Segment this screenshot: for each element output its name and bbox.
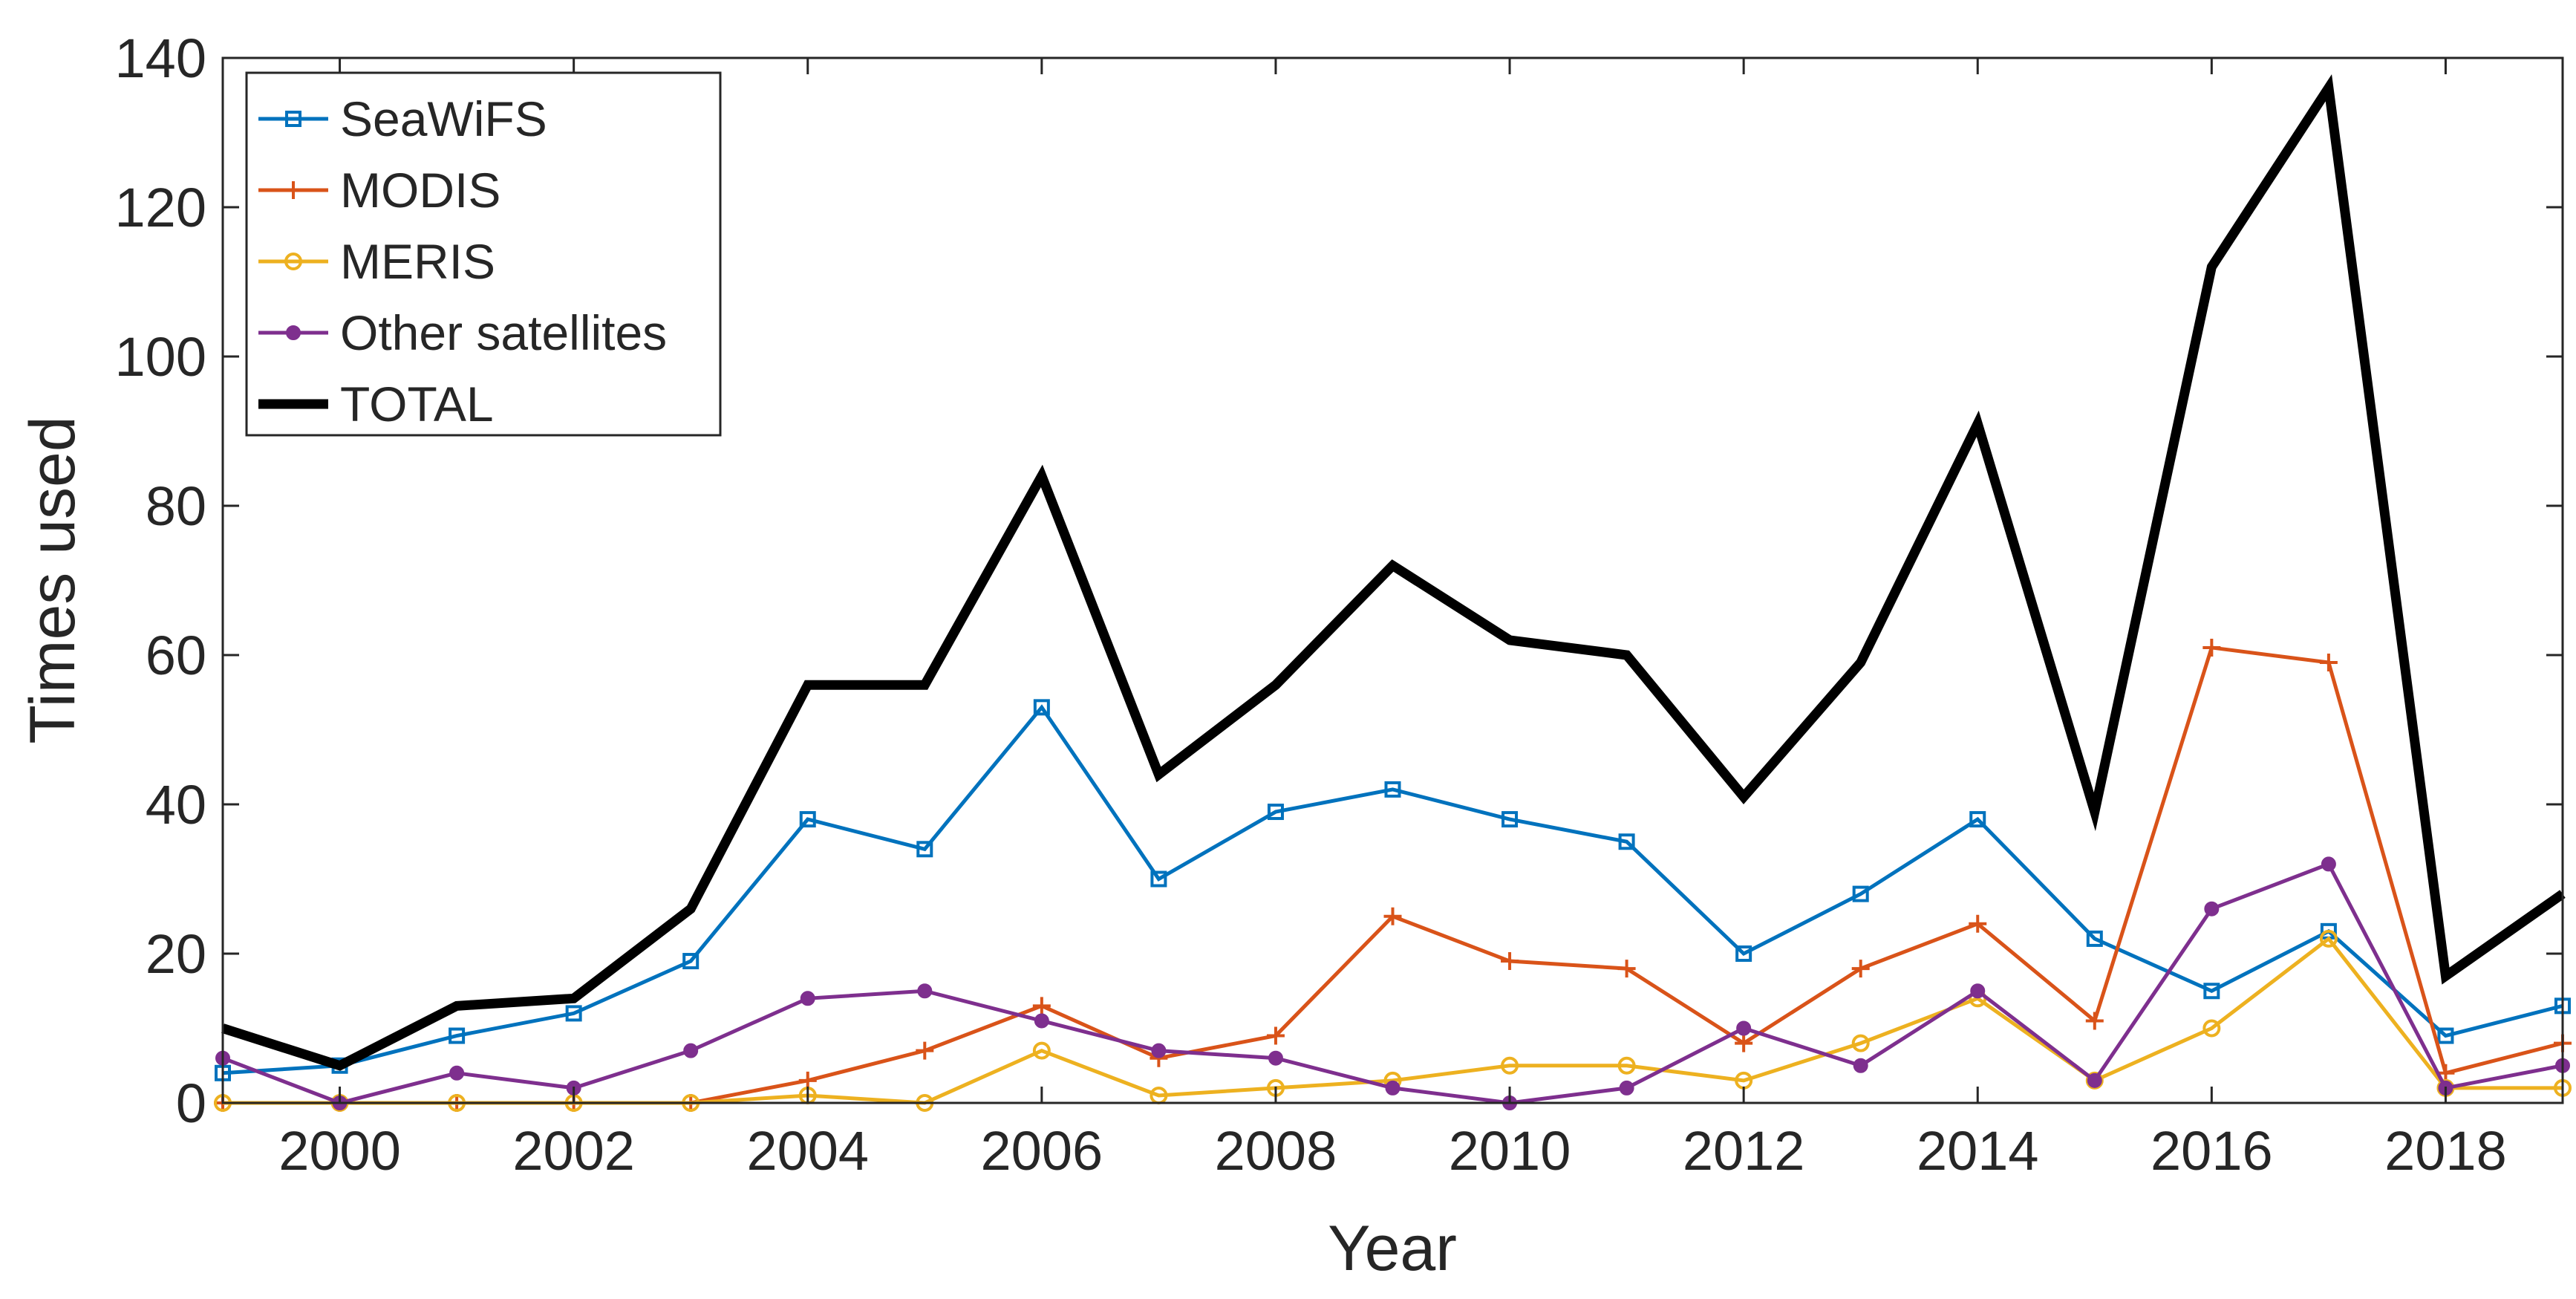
data-point-seawifs: [2203, 983, 2220, 1000]
data-point-modis: [1266, 1026, 1285, 1045]
data-point-other-satellites: [1619, 1080, 1634, 1095]
data-point-other-satellites: [2087, 1072, 2102, 1088]
legend: SeaWiFS MODIS MERIS Other satellites TOTAL: [245, 71, 722, 437]
data-point-other-satellites: [2204, 901, 2220, 917]
y-tick-label: 140: [115, 27, 206, 89]
series-total: [221, 74, 2566, 1071]
legend-item-seawifs: SeaWiFS: [258, 91, 547, 146]
y-tick-label: 40: [146, 774, 206, 836]
y-tick-label: 0: [176, 1072, 206, 1134]
data-point-seawifs: [449, 1027, 466, 1044]
series-other-satellites: [215, 856, 2570, 1110]
x-tick-label: 2002: [512, 1120, 635, 1182]
legend-item-meris: MERIS: [258, 234, 495, 289]
data-point-other-satellites: [1853, 1058, 1868, 1073]
legend-label: Other satellites: [340, 305, 667, 360]
data-point-modis: [1969, 914, 1987, 933]
data-point-other-satellites: [1151, 1043, 1167, 1058]
y-tick-label: 120: [115, 177, 206, 238]
data-point-meris: [2319, 929, 2338, 948]
series-line-total: [221, 74, 2566, 1071]
data-point-other-satellites: [2321, 856, 2336, 872]
x-tick-label: 2014: [1917, 1120, 2039, 1182]
data-point-other-satellites: [1385, 1080, 1401, 1095]
data-point-modis: [1501, 952, 1519, 971]
x-tick-label: 2006: [981, 1120, 1103, 1182]
x-tick-label: 2018: [2384, 1120, 2507, 1182]
legend-swatch-marker: [284, 253, 302, 270]
legend-item-other-satellites: Other satellites: [258, 305, 667, 360]
data-point-seawifs: [565, 1005, 582, 1022]
axes-layer: 2000 2002 2004 2006 2008 2010 2012 2014 2016 2018…: [115, 27, 2563, 1182]
data-point-meris: [1851, 1034, 1870, 1052]
data-point-modis: [1851, 960, 1870, 978]
data-point-seawifs: [916, 841, 933, 858]
y-tick-label: 100: [115, 326, 206, 388]
data-point-other-satellites: [449, 1065, 465, 1081]
data-point-seawifs: [1384, 781, 1401, 798]
data-point-modis: [798, 1071, 817, 1090]
x-tick-label: 2010: [1449, 1120, 1571, 1182]
data-point-seawifs: [1033, 699, 1050, 716]
data-point-other-satellites: [1736, 1020, 1752, 1036]
data-point-modis: [916, 1041, 934, 1060]
x-axis-title: Year: [1328, 1213, 1457, 1284]
data-point-seawifs: [799, 811, 816, 828]
data-point-modis: [1735, 1034, 1753, 1052]
data-point-seawifs: [1267, 804, 1284, 821]
x-tick-label: 2012: [1683, 1120, 1805, 1182]
legend-label: MERIS: [340, 234, 495, 289]
legend-swatch-marker: [284, 181, 302, 199]
data-point-seawifs: [1969, 811, 1986, 828]
legend-item-total: TOTAL: [258, 377, 494, 432]
data-point-other-satellites: [917, 983, 933, 999]
data-point-other-satellites: [683, 1043, 699, 1058]
data-point-seawifs: [1150, 870, 1167, 888]
legend-label: SeaWiFS: [340, 91, 547, 146]
legend-label: TOTAL: [340, 377, 494, 432]
x-tick-label: 2004: [746, 1120, 869, 1182]
data-point-seawifs: [2086, 930, 2103, 947]
x-tick-label: 2016: [2151, 1120, 2273, 1182]
legend-item-modis: MODIS: [258, 163, 500, 218]
y-tick-label: 20: [146, 923, 206, 985]
y-tick-label: 80: [146, 475, 206, 537]
data-point-modis: [2319, 654, 2338, 672]
data-point-seawifs: [682, 953, 700, 970]
data-point-modis: [1032, 997, 1051, 1015]
plot-area-border: [221, 56, 2564, 1104]
data-point-meris: [1617, 1056, 1636, 1075]
data-point-seawifs: [1501, 811, 1519, 828]
data-point-other-satellites: [800, 991, 815, 1006]
data-point-other-satellites: [1034, 1013, 1049, 1029]
plot-series-layer: [214, 74, 2572, 1112]
legend-swatch-marker: [285, 111, 301, 127]
data-point-other-satellites: [1970, 983, 1986, 999]
data-point-seawifs: [2437, 1027, 2454, 1044]
data-point-meris: [1032, 1041, 1051, 1060]
series-line-seawifs: [222, 704, 2563, 1075]
x-tick-label: 2000: [278, 1120, 401, 1182]
data-point-meris: [1501, 1056, 1519, 1075]
data-point-meris: [2202, 1019, 2221, 1038]
data-point-modis: [2202, 638, 2221, 657]
legend-box: [245, 71, 722, 437]
legend-label: MODIS: [340, 163, 500, 218]
x-tick-label: 2008: [1215, 1120, 1337, 1182]
y-tick-label: 60: [146, 625, 206, 686]
y-axis-title: Times used: [17, 416, 88, 743]
data-point-seawifs: [1852, 885, 1869, 902]
data-point-seawifs: [1735, 945, 1752, 962]
data-point-modis: [1383, 907, 1402, 925]
data-point-other-satellites: [1268, 1050, 1283, 1066]
data-point-seawifs: [1618, 833, 1635, 850]
data-point-modis: [1617, 960, 1636, 978]
legend-swatch-marker: [286, 325, 301, 340]
data-point-modis: [2085, 1012, 2104, 1030]
